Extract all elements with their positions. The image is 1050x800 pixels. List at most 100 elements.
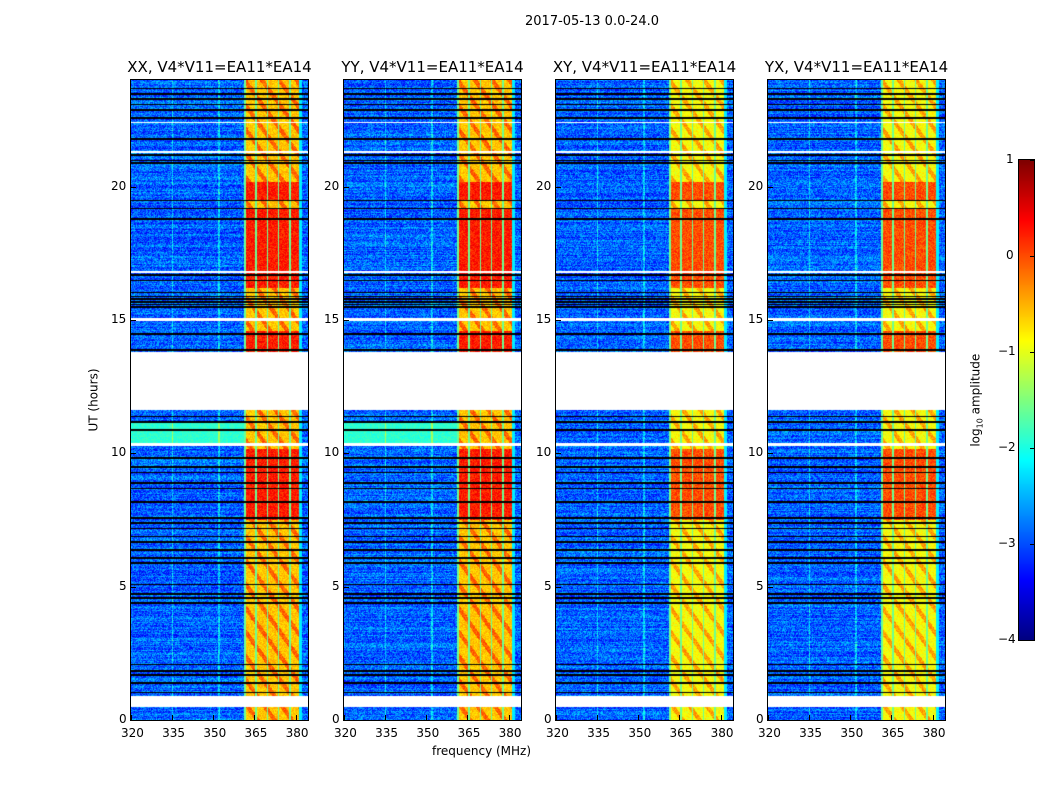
y-tick-label: 0: [756, 712, 764, 726]
heatmap-panel-1: [344, 80, 521, 720]
colorbar-tick-label: −3: [998, 536, 1016, 550]
colorbar-tick-label: −2: [998, 440, 1016, 454]
x-tick: [932, 715, 934, 720]
x-tick-label: 350: [840, 726, 864, 740]
y-tick-label: 0: [332, 712, 340, 726]
x-tick: [213, 715, 215, 720]
panel-frame: [555, 79, 734, 721]
y-tick-label: 15: [111, 312, 127, 326]
colorbar-tick: [1030, 640, 1034, 641]
y-axis-label: UT (hours): [86, 368, 101, 432]
y-tick: [344, 320, 349, 321]
y-tick-label: 15: [536, 312, 552, 326]
x-tick-label: 365: [244, 726, 268, 740]
y-tick: [768, 586, 773, 588]
x-tick: [426, 715, 428, 720]
x-tick-label: 335: [162, 726, 186, 740]
y-tick-label: 20: [536, 178, 552, 193]
x-tick: [131, 715, 132, 720]
panel-frame: [130, 79, 309, 721]
panel-title: XY, V4*V11=EA11*EA14: [552, 58, 737, 76]
x-tick: [679, 715, 681, 720]
y-tick: [556, 320, 561, 321]
y-tick: [344, 453, 349, 455]
y-tick: [131, 586, 136, 588]
x-tick-label: 335: [375, 726, 399, 740]
colorbar-tick: [1030, 256, 1034, 257]
colorbar-frame: [1018, 159, 1035, 641]
x-tick: [891, 715, 893, 720]
colorbar-label-sub: 10: [975, 418, 985, 429]
x-tick-label: 380: [922, 726, 946, 740]
y-tick: [131, 453, 136, 455]
y-tick-label: 5: [332, 578, 340, 593]
colorbar-tick: [1030, 352, 1034, 353]
panel-frame: [343, 79, 522, 721]
x-tick-label: 320: [121, 726, 144, 740]
colorbar: [1019, 160, 1034, 640]
x-tick-label: 335: [587, 726, 611, 740]
x-axis-label: frequency (MHz): [432, 744, 532, 758]
y-tick: [344, 186, 349, 188]
x-tick: [809, 715, 811, 720]
y-tick-label: 10: [324, 445, 340, 460]
x-tick-label: 320: [758, 726, 781, 740]
y-tick: [344, 586, 349, 588]
colorbar-tick-label: 1: [1006, 152, 1014, 166]
y-tick: [556, 586, 561, 588]
heatmap-panel-0: [131, 80, 308, 720]
x-tick-label: 365: [669, 726, 693, 740]
y-tick: [344, 720, 349, 721]
x-tick: [638, 715, 640, 720]
x-tick-label: 350: [416, 726, 440, 740]
y-tick: [768, 186, 773, 188]
panel-title: YX, V4*V11=EA11*EA14: [764, 58, 949, 76]
x-tick: [172, 715, 174, 720]
colorbar-tick: [1030, 544, 1034, 545]
x-tick-label: 335: [799, 726, 823, 740]
colorbar-tick: [1030, 448, 1034, 449]
y-tick: [556, 186, 561, 188]
y-tick-label: 20: [111, 178, 127, 193]
x-tick: [597, 715, 599, 720]
y-tick: [768, 720, 773, 721]
x-tick: [254, 715, 256, 720]
y-tick-label: 10: [111, 445, 127, 460]
colorbar-tick: [1030, 160, 1034, 161]
panel-title: YY, V4*V11=EA11*EA14: [341, 58, 524, 76]
x-tick: [508, 715, 510, 720]
x-tick-label: 380: [498, 726, 522, 740]
colorbar-tick-label: −1: [998, 344, 1016, 358]
x-tick: [344, 715, 345, 720]
y-tick-label: 20: [324, 178, 340, 193]
colorbar-tick-label: −4: [998, 632, 1016, 646]
colorbar-label-prefix: log: [968, 428, 983, 447]
y-tick-label: 20: [748, 178, 764, 193]
y-tick: [131, 320, 136, 321]
y-tick: [131, 720, 136, 721]
x-tick-label: 350: [203, 726, 227, 740]
y-tick: [131, 186, 136, 188]
y-tick-label: 10: [536, 445, 552, 460]
x-tick: [385, 715, 387, 720]
x-tick-label: 350: [628, 726, 652, 740]
y-tick: [556, 720, 561, 721]
x-tick-label: 320: [334, 726, 357, 740]
figure-title: 2017-05-13 0.0-24.0: [525, 14, 659, 29]
x-tick-label: 380: [285, 726, 309, 740]
y-tick-label: 0: [119, 712, 127, 726]
colorbar-label: log10 amplitude: [968, 354, 984, 447]
y-tick: [768, 453, 773, 455]
y-tick-label: 10: [748, 445, 764, 460]
y-tick-label: 5: [119, 578, 127, 593]
y-tick: [768, 320, 773, 321]
x-tick: [768, 715, 769, 720]
x-tick-label: 365: [881, 726, 905, 740]
x-tick-label: 380: [710, 726, 734, 740]
y-tick-label: 5: [756, 578, 764, 593]
colorbar-tick-label: 0: [1006, 248, 1014, 262]
heatmap-panel-3: [768, 80, 945, 720]
x-tick: [850, 715, 852, 720]
y-tick-label: 15: [324, 312, 340, 326]
